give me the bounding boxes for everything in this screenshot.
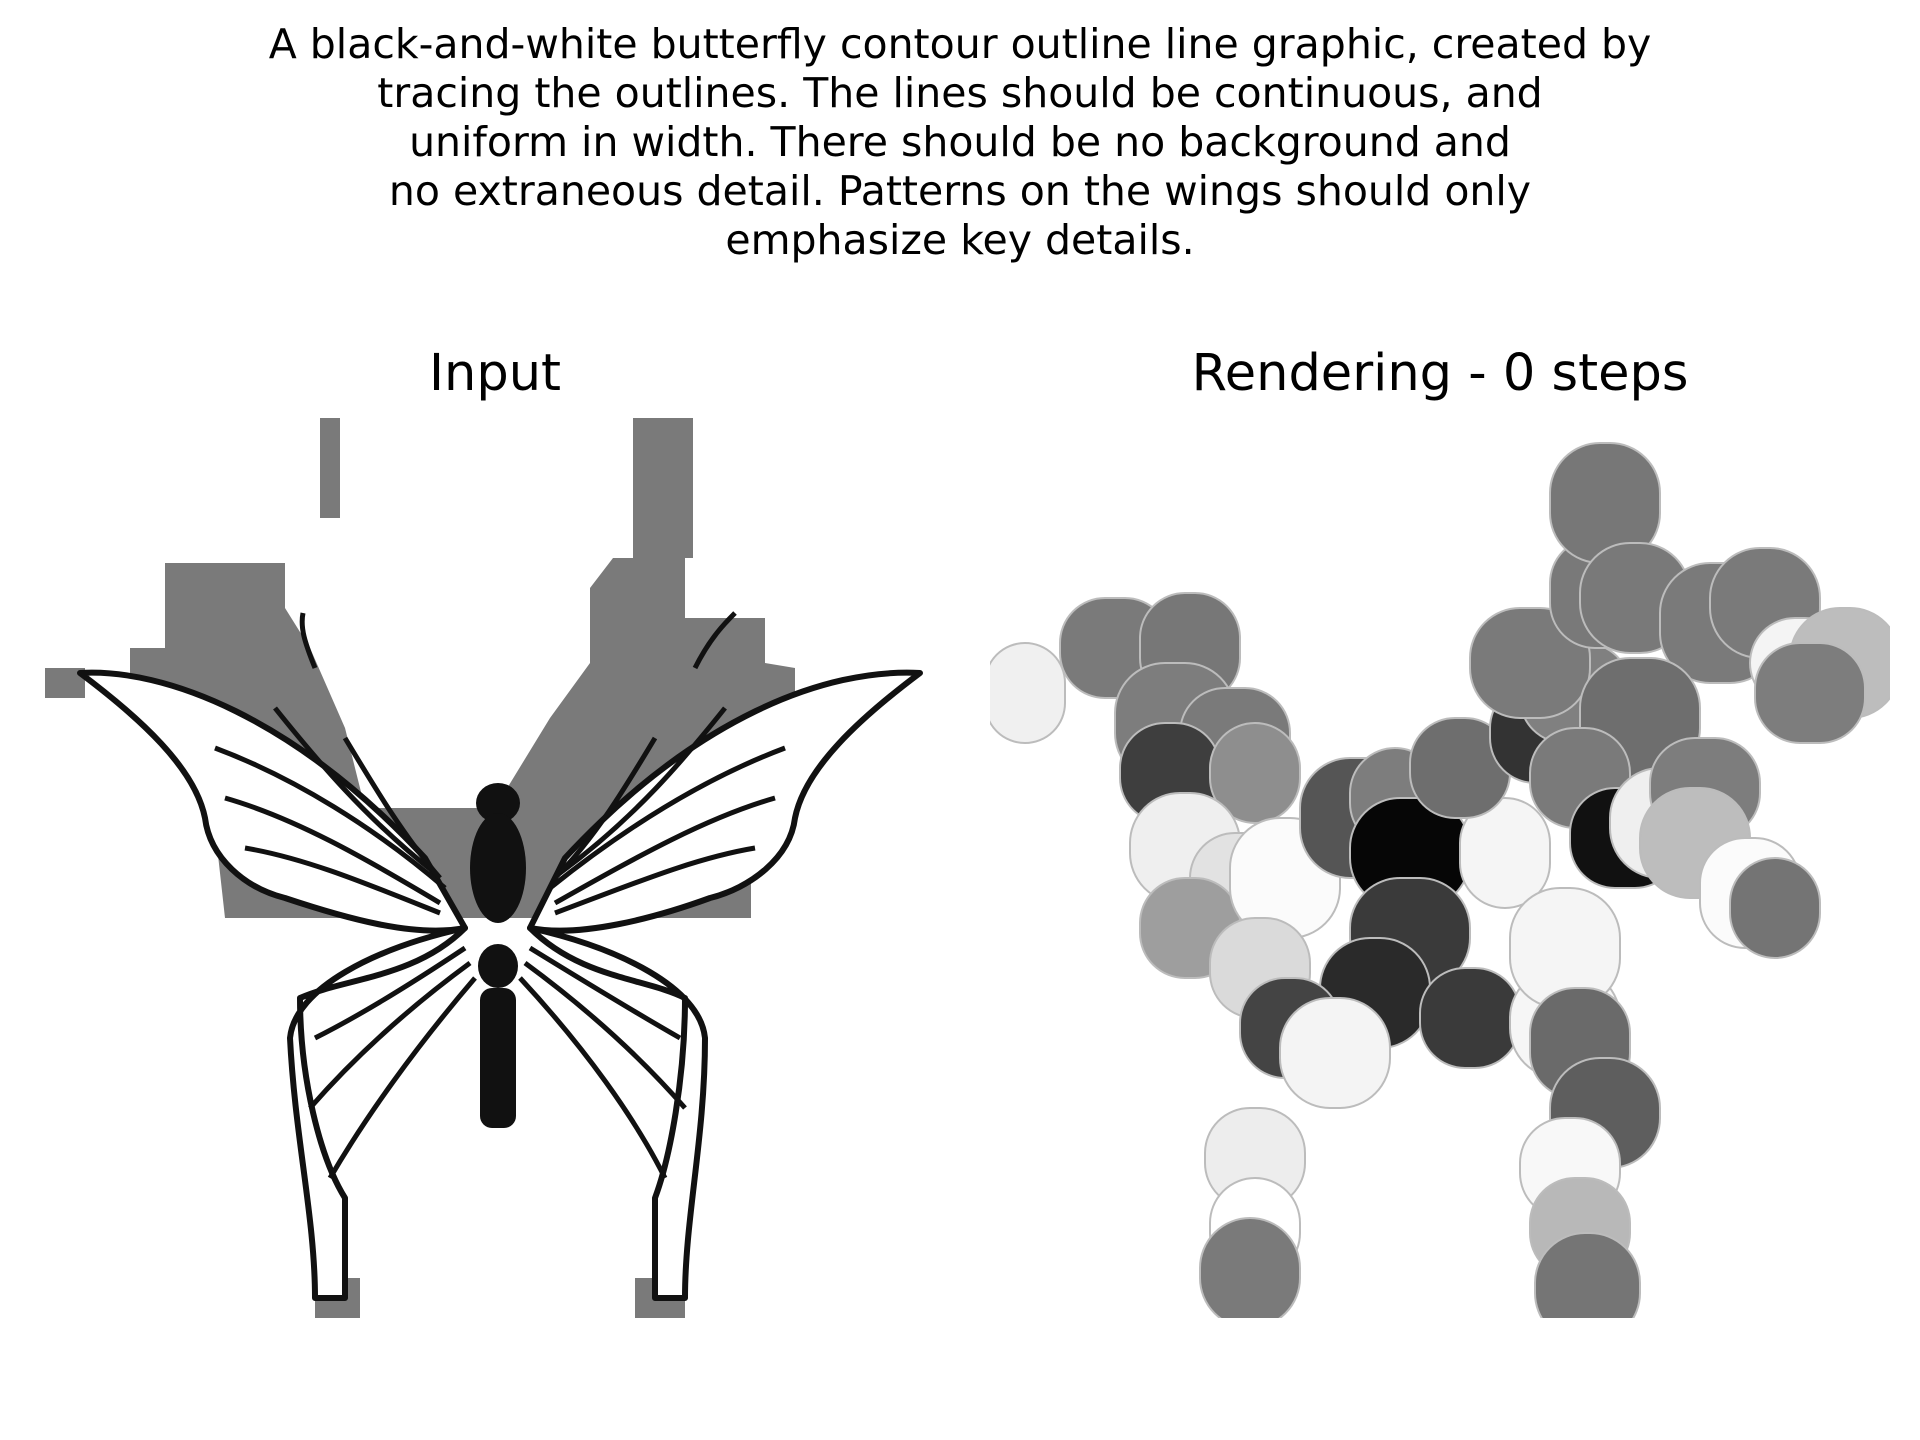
rendering-panel-title: Rendering - 0 steps <box>1191 344 1689 403</box>
caption-line-4: no extraneous detail. Patterns on the wi… <box>388 167 1532 215</box>
caption-line-3: uniform in width. There should be no bac… <box>409 118 1511 166</box>
rendering-blob-graphic <box>990 442 1890 1318</box>
caption-line-2: tracing the outlines. The lines should b… <box>377 69 1543 117</box>
figure-caption: A black-and-white butterfly contour outl… <box>160 20 1760 265</box>
brush-blobs <box>990 442 1890 1318</box>
caption-line-5: emphasize key details. <box>725 216 1195 264</box>
butterfly-wings <box>77 669 923 1301</box>
wing-vein-pattern <box>214 611 786 1180</box>
butterfly-body <box>470 783 526 1128</box>
rendering-image <box>990 418 1890 1318</box>
caption-line-1: A black-and-white butterfly contour outl… <box>268 20 1652 68</box>
input-image <box>45 418 945 1318</box>
input-butterfly-graphic <box>45 418 923 1318</box>
input-panel-title: Input <box>428 344 562 403</box>
